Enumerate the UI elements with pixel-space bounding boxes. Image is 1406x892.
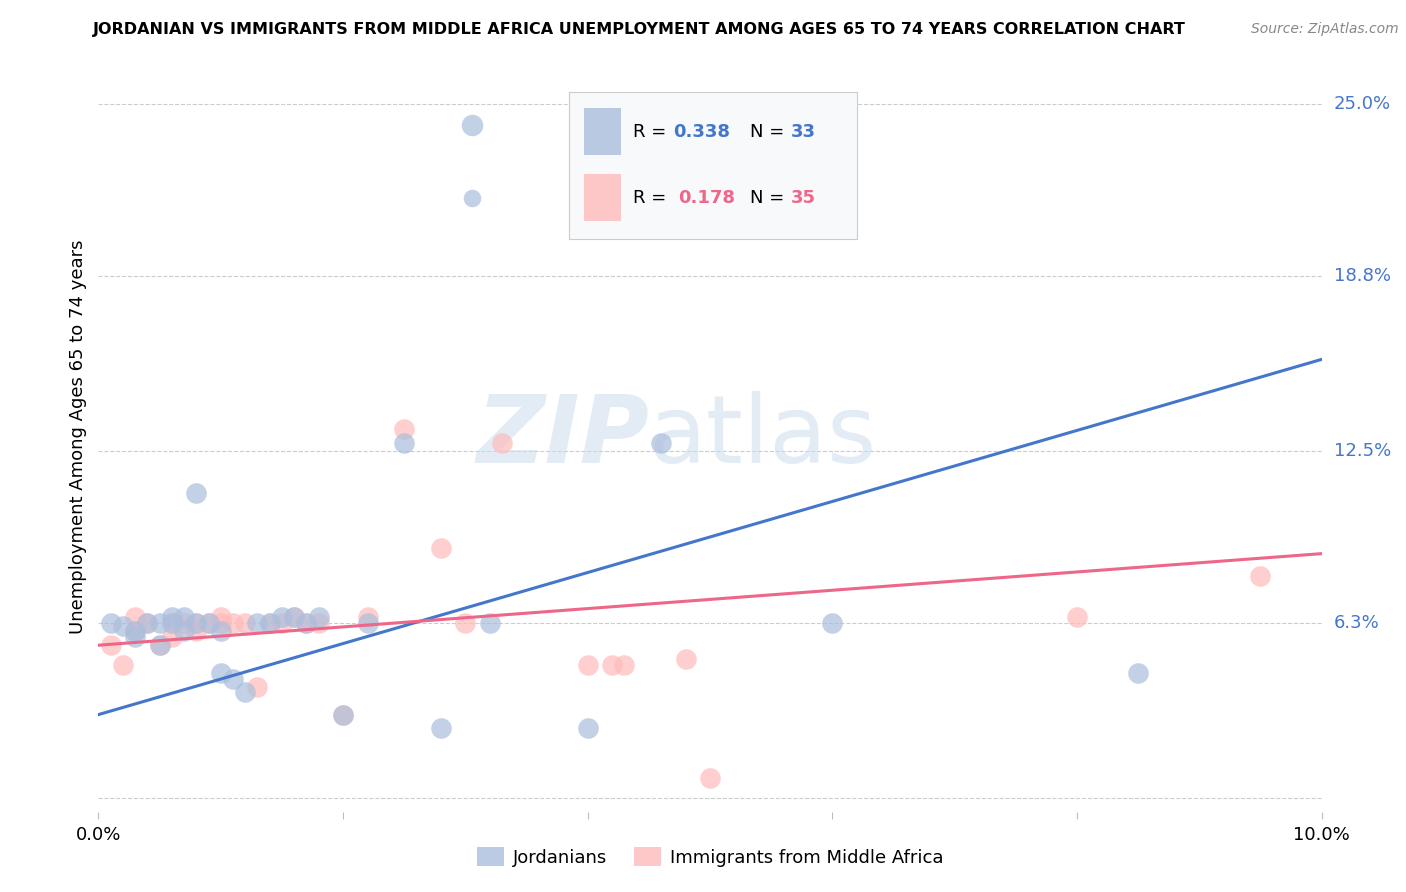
- Text: ZIP: ZIP: [477, 391, 648, 483]
- Point: [233, 615, 256, 630]
- Point: [295, 615, 318, 630]
- Point: [124, 610, 146, 624]
- Point: [295, 615, 318, 630]
- Text: N =: N =: [751, 123, 790, 141]
- Legend: Jordanians, Immigrants from Middle Africa: Jordanians, Immigrants from Middle Afric…: [470, 840, 950, 874]
- Point: [1128, 665, 1150, 680]
- Point: [111, 619, 134, 633]
- Point: [699, 772, 721, 786]
- Point: [160, 630, 183, 644]
- Text: atlas: atlas: [648, 391, 877, 483]
- Point: [675, 652, 697, 666]
- Point: [173, 624, 195, 639]
- Point: [356, 610, 378, 624]
- Point: [222, 672, 245, 686]
- Point: [600, 657, 623, 672]
- Point: [124, 624, 146, 639]
- Point: [149, 638, 172, 652]
- Text: 0.178: 0.178: [679, 188, 735, 207]
- Point: [209, 624, 232, 639]
- Text: 12.5%: 12.5%: [1334, 442, 1391, 460]
- Point: [270, 610, 292, 624]
- Point: [259, 615, 281, 630]
- Point: [478, 615, 501, 630]
- Point: [270, 615, 292, 630]
- Point: [821, 615, 844, 630]
- Point: [308, 615, 330, 630]
- Point: [149, 638, 172, 652]
- Text: R =: R =: [633, 123, 672, 141]
- Point: [111, 657, 134, 672]
- Point: [186, 615, 208, 630]
- Text: R =: R =: [633, 188, 678, 207]
- Text: JORDANIAN VS IMMIGRANTS FROM MIDDLE AFRICA UNEMPLOYMENT AMONG AGES 65 TO 74 YEAR: JORDANIAN VS IMMIGRANTS FROM MIDDLE AFRI…: [93, 22, 1187, 37]
- Point: [308, 610, 330, 624]
- Point: [332, 707, 354, 722]
- Point: [613, 657, 636, 672]
- Point: [124, 624, 146, 639]
- Point: [454, 615, 477, 630]
- Bar: [583, 174, 621, 221]
- Text: N =: N =: [751, 188, 790, 207]
- Point: [430, 722, 453, 736]
- Point: [650, 435, 672, 450]
- Point: [173, 615, 195, 630]
- Point: [186, 485, 208, 500]
- Point: [259, 615, 281, 630]
- Text: 6.3%: 6.3%: [1334, 614, 1379, 632]
- Text: 0.338: 0.338: [673, 123, 730, 141]
- Point: [332, 707, 354, 722]
- Point: [209, 610, 232, 624]
- Point: [491, 435, 513, 450]
- Y-axis label: Unemployment Among Ages 65 to 74 years: Unemployment Among Ages 65 to 74 years: [69, 240, 87, 634]
- Point: [160, 610, 183, 624]
- Point: [160, 615, 183, 630]
- Point: [430, 541, 453, 555]
- Text: 33: 33: [790, 123, 815, 141]
- Bar: [583, 109, 621, 155]
- Point: [246, 615, 269, 630]
- Point: [100, 615, 122, 630]
- Text: Source: ZipAtlas.com: Source: ZipAtlas.com: [1251, 22, 1399, 37]
- Point: [1066, 610, 1088, 624]
- Point: [136, 615, 159, 630]
- Point: [209, 665, 232, 680]
- Point: [209, 615, 232, 630]
- Point: [136, 615, 159, 630]
- Point: [197, 615, 219, 630]
- Point: [186, 624, 208, 639]
- Point: [460, 191, 482, 205]
- Point: [460, 118, 482, 132]
- Point: [222, 615, 245, 630]
- Text: 18.8%: 18.8%: [1334, 267, 1391, 285]
- Point: [576, 722, 599, 736]
- Point: [392, 435, 416, 450]
- Point: [100, 638, 122, 652]
- Point: [246, 680, 269, 694]
- Point: [576, 657, 599, 672]
- Text: 25.0%: 25.0%: [1334, 95, 1391, 113]
- Point: [283, 610, 305, 624]
- Point: [233, 685, 256, 699]
- Point: [160, 615, 183, 630]
- Point: [197, 615, 219, 630]
- Point: [149, 615, 172, 630]
- Point: [283, 610, 305, 624]
- Point: [356, 615, 378, 630]
- Point: [124, 630, 146, 644]
- Point: [1249, 569, 1271, 583]
- Point: [186, 615, 208, 630]
- Point: [392, 422, 416, 436]
- Point: [173, 610, 195, 624]
- Text: 35: 35: [790, 188, 815, 207]
